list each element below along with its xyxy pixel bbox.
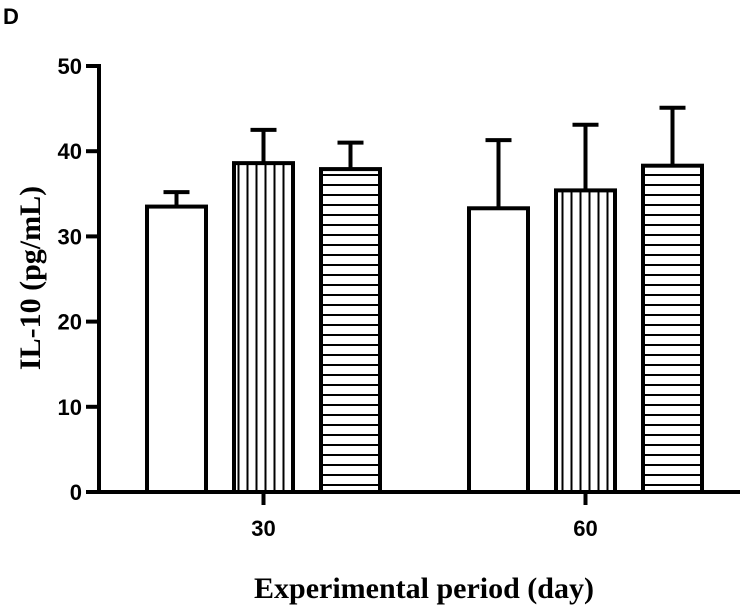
y-axis: 0 10 20 30 40 50 xyxy=(58,54,101,505)
bar xyxy=(554,188,617,494)
bar xyxy=(467,206,530,494)
bar xyxy=(232,161,295,495)
y-tick-label: 10 xyxy=(58,395,82,420)
y-tick-label: 20 xyxy=(58,310,82,335)
bar xyxy=(319,167,382,494)
x-tick-label: 60 xyxy=(573,516,597,541)
y-tick-label: 0 xyxy=(70,480,82,505)
x-axis: 30 60 xyxy=(97,490,740,541)
x-tick-label: 30 xyxy=(251,516,275,541)
bar-group xyxy=(145,105,704,495)
x-axis-title: Experimental period (day) xyxy=(254,572,594,605)
y-tick-label: 50 xyxy=(58,54,82,79)
panel-label: D xyxy=(3,4,19,29)
y-tick-label: 40 xyxy=(58,139,82,164)
y-tick-label: 30 xyxy=(58,224,82,249)
bar xyxy=(641,163,704,495)
bar xyxy=(145,204,208,495)
y-axis-title: IL-10 (pg/mL) xyxy=(14,186,47,370)
